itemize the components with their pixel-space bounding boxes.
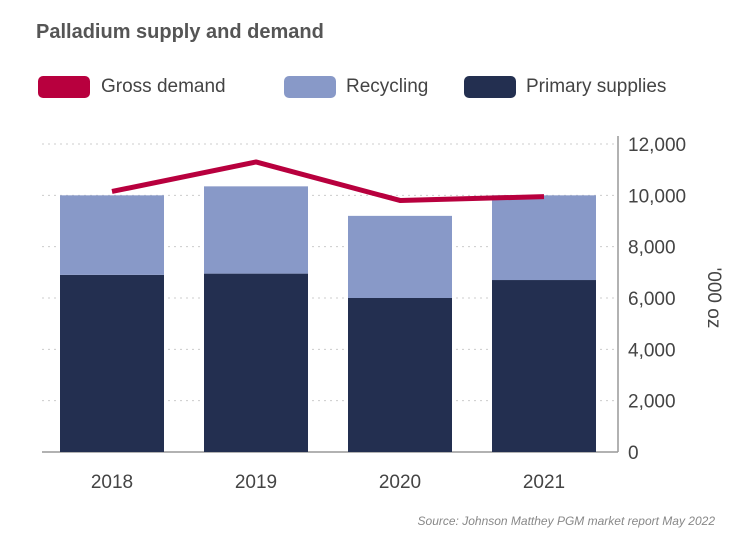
y-tick-label: 0 (628, 443, 639, 464)
bar-primary-supplies (348, 298, 452, 452)
y-axis-label: '000 oz (703, 268, 724, 329)
bar-recycling (60, 195, 164, 275)
x-tick-label: 2021 (523, 472, 565, 493)
y-tick-label: 6,000 (628, 289, 676, 310)
y-tick-label: 10,000 (628, 186, 686, 207)
bar-recycling (492, 195, 596, 281)
line-gross-demand (111, 159, 545, 203)
legend-label-primary-supplies: Primary supplies (526, 76, 667, 97)
y-tick-label: 8,000 (628, 238, 676, 259)
legend-label-recycling: Recycling (346, 76, 429, 97)
source-note: Source: Johnson Matthey PGM market repor… (417, 514, 715, 528)
bar-primary-supplies (204, 273, 308, 452)
bar-primary-supplies (492, 280, 596, 452)
legend: Gross demand Recycling Primary supplies (38, 74, 738, 104)
legend-swatch-primary-supplies (464, 76, 516, 98)
bar-recycling (348, 215, 452, 298)
chart-title: Palladium supply and demand (36, 21, 324, 43)
x-tick-label: 2020 (379, 472, 421, 493)
bar-recycling (204, 186, 308, 274)
y-tick-label: 12,000 (628, 135, 686, 156)
legend-swatch-recycling (284, 76, 336, 98)
y-tick-label: 2,000 (628, 392, 676, 413)
bar-primary-supplies (60, 274, 164, 452)
legend-label-gross-demand: Gross demand (101, 76, 226, 97)
x-tick-label: 2019 (235, 472, 277, 493)
x-tick-label: 2018 (91, 472, 133, 493)
legend-swatch-gross-demand (38, 76, 90, 98)
y-tick-label: 4,000 (628, 340, 676, 361)
